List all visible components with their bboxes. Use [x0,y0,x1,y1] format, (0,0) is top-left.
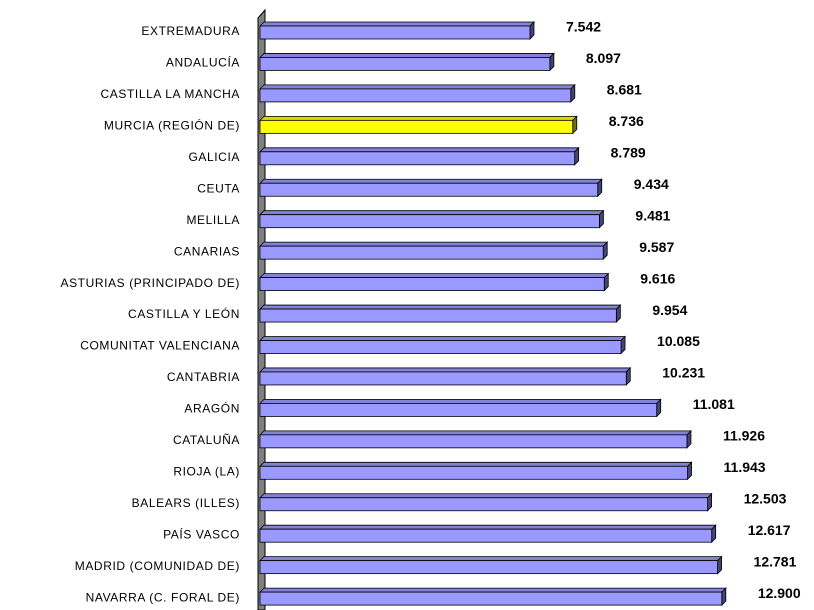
bar-front [259,434,688,449]
category-label: COMUNITAT VALENCIANA [80,339,240,353]
category-label: ANDALUCÍA [166,55,240,70]
bar [259,83,576,103]
bar-front [259,497,709,512]
bar-front [259,308,617,323]
value-label: 12.781 [754,553,797,569]
value-label: 10.085 [657,333,700,349]
bar [259,272,610,292]
bar-top [259,147,580,153]
bar-front [259,465,688,480]
bar-front [259,340,622,354]
bar-top [259,210,605,216]
bar [259,52,555,72]
value-label: 11.081 [693,396,735,412]
value-label: 8.681 [607,82,642,98]
value-label: 9.434 [634,176,669,192]
value-label: 8.736 [609,113,644,129]
value-label: 9.616 [640,270,675,286]
bar [259,209,605,229]
bar [259,146,580,166]
bar-top [259,430,692,436]
bar [259,461,693,481]
bar-front [259,25,531,40]
bar-front [259,402,658,417]
bar [259,304,622,324]
bar-front [259,591,723,606]
bar-front [259,277,605,292]
bar [259,178,603,198]
bar [259,115,578,135]
category-label: NAVARRA (C. FORAL DE) [86,590,240,604]
bar-top [259,524,717,530]
bar-top [259,84,576,90]
category-label: PAÍS VASCO [163,526,240,541]
value-label: 8.789 [611,145,646,161]
category-label: RIOJA (LA) [173,464,240,478]
bar [259,587,727,607]
bar-top [259,115,578,121]
value-label: 10.231 [662,365,705,381]
category-label: MURCIA (REGIÓN DE) [104,118,240,133]
category-label: CASTILLA LA MANCHA [100,87,240,101]
value-label: 9.481 [635,207,670,223]
bar [259,21,535,40]
category-label: CATALUÑA [173,433,240,447]
bar-front [259,151,576,166]
bar [259,524,717,544]
bar-top [259,53,555,58]
category-label: CANARIAS [174,244,240,258]
value-label: 9.587 [639,239,674,255]
value-label: 12.617 [748,522,791,538]
value-label: 12.900 [758,585,801,601]
bar-top [259,336,627,341]
bar-top [259,21,535,27]
bar-front [259,119,574,134]
category-label: CEUTA [197,181,240,195]
bar-front [259,57,551,71]
bar [259,429,692,449]
bar-front [259,245,604,260]
bar-front [259,528,713,543]
category-label: EXTREMADURA [141,24,240,38]
bar-top [259,493,713,499]
bar-top [259,304,622,310]
bar-top [259,587,727,593]
bar-top [259,367,632,373]
bar-front [259,560,718,575]
bar-top [259,178,603,184]
category-label: ARAGÓN [184,401,240,416]
value-label: 11.926 [723,428,765,444]
bar-top [259,273,610,279]
value-label: 11.943 [724,459,766,475]
bar-top [259,241,609,247]
bar [259,555,723,575]
bar [259,398,662,418]
bar-top [259,398,662,404]
bar-front [259,88,572,103]
category-label: ASTURIAS (PRINCIPADO DE) [60,276,240,290]
category-label: BALEARS (ILLES) [132,496,240,510]
category-label: GALICIA [188,150,240,164]
bar-front [259,371,627,386]
value-label: 9.954 [652,302,687,318]
category-label: MADRID (COMUNIDAD DE) [75,559,240,573]
value-label: 7.542 [566,19,601,35]
bar [259,366,632,386]
value-label: 12.503 [744,490,787,506]
bar-front [259,214,600,229]
bar [259,241,609,261]
bar [259,492,713,512]
bar-front [259,182,599,197]
bar-top [259,556,723,562]
bar [259,335,627,355]
value-label: 8.097 [586,50,621,66]
category-label: CANTABRIA [167,370,240,384]
bar-top [259,461,693,467]
category-label: MELILLA [186,213,240,227]
category-label: CASTILLA Y LEÓN [128,306,240,321]
